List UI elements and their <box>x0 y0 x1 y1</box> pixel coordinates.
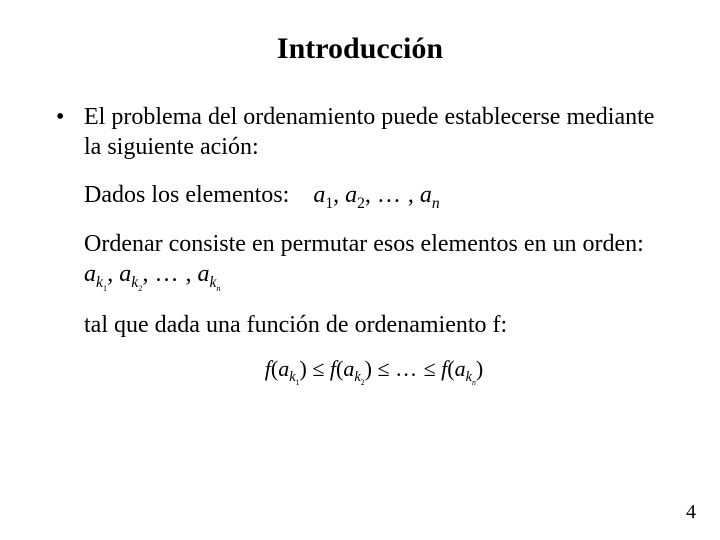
bullet-dot: • <box>56 102 84 162</box>
an: a <box>420 182 432 208</box>
ak1-k: k1 <box>96 274 107 291</box>
akn-k: kn <box>209 274 220 291</box>
page-title: Introducción <box>56 32 664 66</box>
sequence-1: a1, a2, … , an <box>313 182 439 208</box>
dados-text: Dados los elementos: <box>84 182 289 208</box>
ellipsis: … <box>154 261 179 287</box>
le2: ≤ <box>378 356 390 381</box>
a2-sub: 2 <box>357 195 365 212</box>
rp: ) <box>300 356 307 381</box>
comma: , <box>408 182 414 208</box>
comma: , <box>365 182 371 208</box>
fa2: a <box>343 356 354 381</box>
akn: a <box>197 261 209 287</box>
fa2-k: k2 <box>354 369 364 385</box>
ordering-formula: f(ak1) ≤ f(ak2) ≤ … ≤ f(akn) <box>84 356 664 387</box>
comma: , <box>185 261 191 287</box>
ellipsis: … <box>377 182 402 208</box>
slide: Introducción • El problema del ordenamie… <box>0 0 720 540</box>
a2: a <box>345 182 357 208</box>
comma: , <box>142 261 148 287</box>
ak2: a <box>119 261 131 287</box>
comma: , <box>107 261 113 287</box>
le3: ≤ <box>424 356 436 381</box>
comma: , <box>333 182 339 208</box>
le1: ≤ <box>312 356 324 381</box>
ordenar-text: Ordenar consiste en permutar esos elemen… <box>84 231 644 257</box>
bullet-item: • El problema del ordenamiento puede est… <box>56 102 664 162</box>
sequence-2: ak1, ak2, … , akn <box>84 261 221 287</box>
ak2-k: k2 <box>131 274 142 291</box>
fa1-k: k1 <box>289 369 299 385</box>
a1-sub: 1 <box>325 195 333 212</box>
ellipsis: … <box>395 356 418 381</box>
ak1: a <box>84 261 96 287</box>
lp: ( <box>447 356 454 381</box>
rp: ) <box>476 356 483 381</box>
line-dados: Dados los elementos: a1, a2, … , an <box>84 180 664 213</box>
a1: a <box>313 182 325 208</box>
line-ordenar: Ordenar consiste en permutar esos elemen… <box>84 229 664 294</box>
line-talque: tal que dada una función de ordenamiento… <box>84 310 664 340</box>
rp: ) <box>365 356 372 381</box>
page-number: 4 <box>686 501 696 524</box>
an-sub: n <box>432 195 440 212</box>
fan-k: kn <box>466 369 476 385</box>
bullet-text: El problema del ordenamiento puede estab… <box>84 102 664 162</box>
fa1: a <box>278 356 289 381</box>
fan: a <box>455 356 466 381</box>
